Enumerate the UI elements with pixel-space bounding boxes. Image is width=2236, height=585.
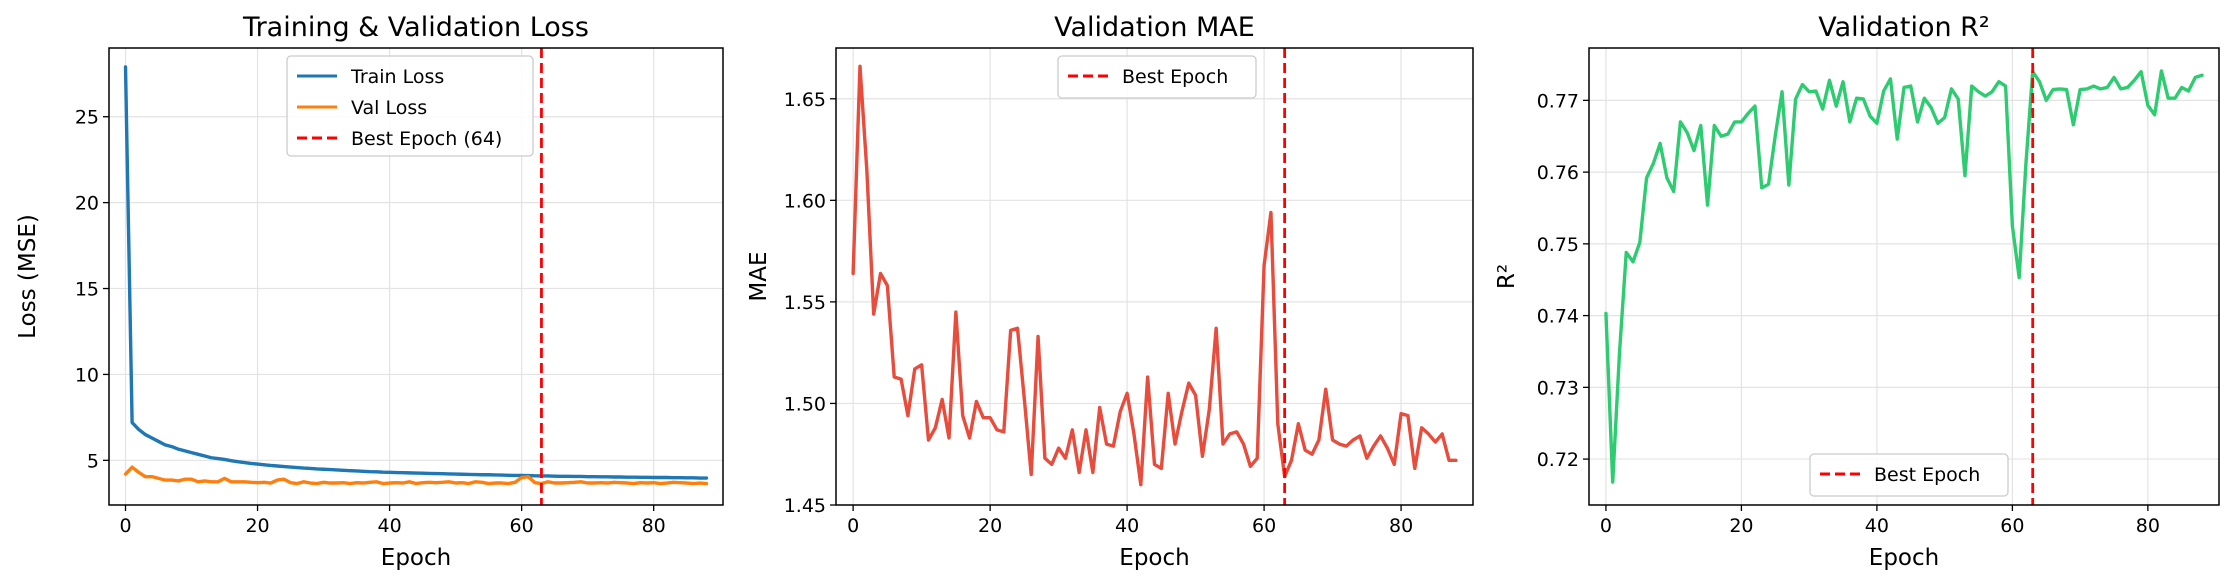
r2-series-val-r- <box>1604 69 2204 484</box>
loss-ytick-label: 10 <box>75 364 99 386</box>
mae-xtick-label: 60 <box>1252 515 1276 537</box>
loss-series-val-loss <box>123 465 709 486</box>
loss-xtick-label: 40 <box>377 515 401 537</box>
loss-xtick-label: 60 <box>510 515 534 537</box>
mae-xtick-label: 0 <box>847 515 859 537</box>
r2-chart-panel: 0 20 40 60 80 0.72 0.73 0.74 0.75 0.76 0.77 Validat… <box>1494 12 2220 571</box>
r2-y-axis-label: R² <box>1494 264 1520 289</box>
loss-ytick-label: 20 <box>75 193 99 215</box>
mae-ytick-label: 1.65 <box>784 89 826 111</box>
mae-chart-panel: 0 20 40 60 80 1.45 1.50 1.55 1.60 1.65 Validation … <box>746 12 1474 571</box>
loss-x-axis-label: Epoch <box>381 545 451 571</box>
r2-legend-label: Best Epoch <box>1874 464 1980 486</box>
mae-legend-label: Best Epoch <box>1122 66 1228 88</box>
r2-axes-frame <box>1588 47 2220 506</box>
r2-xtick-label: 20 <box>1729 515 1753 537</box>
loss-ytick-label: 15 <box>75 279 99 301</box>
r2-xtick-label: 0 <box>1600 515 1612 537</box>
r2-x-axis-label: Epoch <box>1869 545 1939 571</box>
mae-axes-frame <box>835 47 1474 506</box>
loss-ytick-label: 25 <box>75 107 99 129</box>
loss-legend-label: Best Epoch (64) <box>351 128 502 150</box>
loss-y-axis-label: Loss (MSE) <box>15 214 41 339</box>
r2-ytick-label: 0.73 <box>1537 377 1579 399</box>
mae-xtick-label: 20 <box>978 515 1002 537</box>
r2-ytick-label: 0.76 <box>1537 162 1579 184</box>
loss-series-train-loss <box>123 65 709 480</box>
r2-ytick-label: 0.72 <box>1537 449 1579 471</box>
mae-ytick-label: 1.60 <box>784 190 826 212</box>
loss-legend: Train Loss Val Loss Best Epoch (64) <box>286 55 534 157</box>
loss-axes-frame <box>108 47 724 506</box>
r2-xtick-label: 40 <box>1865 515 1889 537</box>
mae-x-axis-label: Epoch <box>1119 545 1189 571</box>
loss-xtick-label: 0 <box>119 515 131 537</box>
r2-xtick-label: 80 <box>2136 515 2160 537</box>
r2-ytick-label: 0.77 <box>1537 90 1579 112</box>
loss-chart-panel: 0 20 40 60 80 5 10 15 20 25 Training & Validation … <box>15 12 724 571</box>
mae-ytick-label: 1.50 <box>784 393 826 415</box>
mae-xtick-label: 40 <box>1115 515 1139 537</box>
loss-xtick-label: 80 <box>642 515 666 537</box>
mae-series-val-mae <box>851 64 1458 487</box>
r2-chart-title: Validation R² <box>1818 12 1990 43</box>
loss-xtick-label: 20 <box>245 515 269 537</box>
mae-chart-title: Validation MAE <box>1054 12 1255 43</box>
loss-legend-label: Val Loss <box>351 97 427 119</box>
r2-legend-box <box>1809 453 2009 497</box>
mae-ytick-label: 1.55 <box>784 292 826 314</box>
r2-ytick-label: 0.74 <box>1537 306 1579 328</box>
r2-legend: Best Epoch <box>1809 453 2009 497</box>
loss-ytick-label: 5 <box>87 450 99 472</box>
mae-legend-box <box>1057 55 1257 99</box>
mae-y-axis-label: MAE <box>746 251 772 301</box>
r2-ytick-label: 0.75 <box>1537 234 1579 256</box>
mae-xtick-label: 80 <box>1389 515 1413 537</box>
loss-legend-label: Train Loss <box>350 66 444 88</box>
loss-chart-title: Training & Validation Loss <box>242 12 589 43</box>
mae-ytick-label: 1.45 <box>784 495 826 517</box>
loss-legend-box <box>286 55 534 157</box>
r2-xtick-label: 60 <box>2000 515 2024 537</box>
mae-legend: Best Epoch <box>1057 55 1257 99</box>
